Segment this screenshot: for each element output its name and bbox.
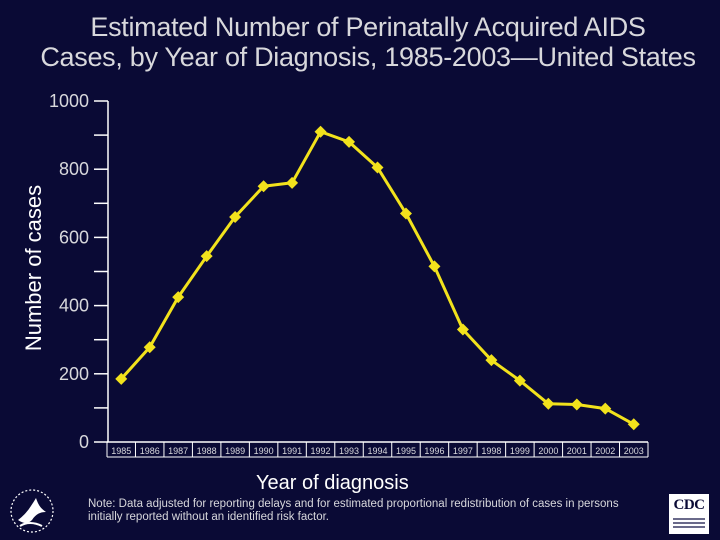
x-tick-label: 1998 (481, 446, 501, 456)
y-tick-label: 200 (59, 364, 89, 384)
footnote: Note: Data adjusted for reporting delays… (88, 498, 619, 524)
data-point-1994 (371, 161, 384, 174)
data-point-2000 (542, 397, 555, 410)
x-axis-label: Year of diagnosis (256, 472, 409, 494)
y-tick-label: 0 (79, 432, 89, 452)
data-point-1993 (343, 135, 356, 148)
data-point-1996 (428, 260, 441, 273)
x-tick-label: 1994 (367, 446, 387, 456)
x-tick-label: 1992 (311, 446, 331, 456)
series-line (120, 130, 635, 426)
chart-title-line-1: Estimated Number of Perinatally Acquired… (90, 12, 646, 42)
x-tick-label: 1990 (254, 446, 274, 456)
hhs-seal-icon (10, 489, 54, 533)
x-tick-label: 1987 (168, 446, 188, 456)
x-tick-label: 1985 (111, 446, 131, 456)
y-tick-label: 800 (59, 159, 89, 179)
x-tick-label: 1991 (282, 446, 302, 456)
cdc-logo-text: CDC (673, 497, 706, 513)
x-tick-label: 2002 (595, 446, 615, 456)
y-axis-label: Number of cases (21, 184, 46, 352)
data-point-2001 (570, 398, 583, 411)
footnote-line-1: Note: Data adjusted for reporting delays… (88, 498, 619, 510)
data-point-1992 (314, 125, 327, 138)
x-tick-label: 1999 (510, 446, 530, 456)
data-point-1986 (143, 341, 156, 354)
data-point-1987 (172, 291, 185, 304)
data-point-1997 (456, 323, 469, 336)
footnote-line-2: initially reported without an identified… (88, 511, 329, 523)
data-point-1991 (286, 176, 299, 189)
y-tick-label: 600 (59, 227, 89, 247)
x-tick-label: 2000 (538, 446, 558, 456)
x-tick-label: 1993 (339, 446, 359, 456)
x-tick-label: 2001 (567, 446, 587, 456)
y-tick-label: 1000 (49, 91, 89, 111)
chart-title: Estimated Number of Perinatally Acquired… (18, 12, 718, 72)
data-point-1990 (257, 180, 270, 193)
x-tick-label: 1989 (225, 446, 245, 456)
cdc-logo: CDC (669, 494, 709, 534)
x-tick-label: 1996 (424, 446, 444, 456)
y-tick-label: 400 (59, 296, 89, 316)
x-tick-label: 2003 (624, 446, 644, 456)
data-point-1999 (513, 374, 526, 387)
data-point-1985 (115, 372, 128, 385)
data-point-1988 (200, 250, 213, 263)
data-point-2003 (627, 418, 640, 431)
x-tick-label: 1997 (453, 446, 473, 456)
x-tick-label: 1986 (140, 446, 160, 456)
data-point-1998 (485, 354, 498, 367)
data-point-2002 (599, 402, 612, 415)
data-point-1989 (229, 210, 242, 223)
data-point-1995 (399, 207, 412, 220)
chart-title-line-2: Cases, by Year of Diagnosis, 1985-2003—U… (40, 42, 696, 72)
x-tick-label: 1988 (197, 446, 217, 456)
x-tick-label: 1995 (396, 446, 416, 456)
